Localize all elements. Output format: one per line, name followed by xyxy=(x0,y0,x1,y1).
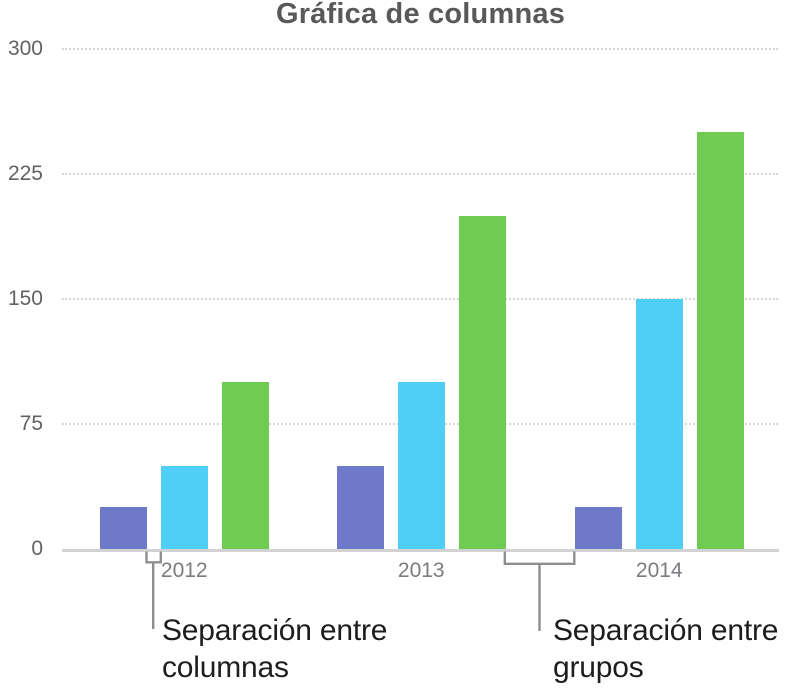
bar-2014-serie-verde xyxy=(697,132,744,549)
x-tick-label-2013: 2013 xyxy=(397,559,445,582)
bar-2012-serie-celeste xyxy=(161,465,208,549)
gridline-300 xyxy=(62,48,778,50)
bar-2013-serie-morada xyxy=(337,465,384,549)
gridline-150 xyxy=(62,298,778,300)
bar-2014-serie-morada xyxy=(575,507,622,549)
y-tick-label-0: 0 xyxy=(31,537,43,560)
group-gap-annotation: Separación entre grupos xyxy=(553,614,779,684)
bar-2013-serie-celeste xyxy=(398,382,445,549)
bar-2012-serie-verde xyxy=(222,382,269,549)
y-tick-label-75: 75 xyxy=(19,412,43,435)
bar-2012-serie-morada xyxy=(100,507,147,549)
gridline-225 xyxy=(62,173,778,175)
y-tick-label-300: 300 xyxy=(7,37,43,60)
bar-2014-serie-celeste xyxy=(636,299,683,549)
chart-title: Gráfica de columnas xyxy=(275,0,566,30)
x-axis-line xyxy=(62,549,779,552)
x-tick-label-2012: 2012 xyxy=(160,559,208,582)
column-gap-annotation: Separación entre columnas xyxy=(162,614,388,684)
y-tick-label-150: 150 xyxy=(7,287,43,310)
y-tick-label-225: 225 xyxy=(7,162,43,185)
bar-2013-serie-verde xyxy=(459,215,506,549)
x-tick-label-2014: 2014 xyxy=(635,559,683,582)
